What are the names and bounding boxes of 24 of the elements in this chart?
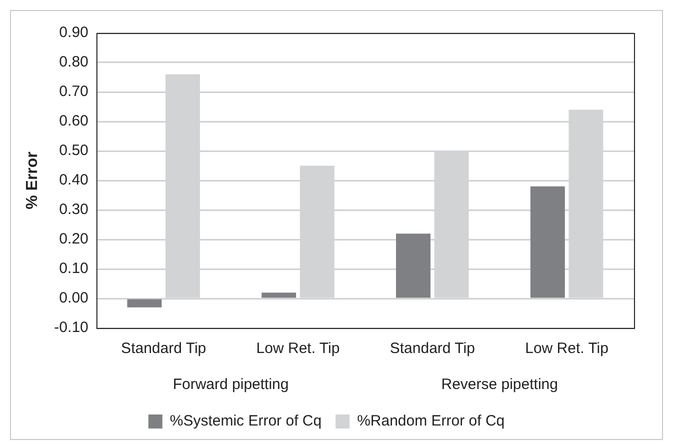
x-tick-label: Standard Tip (390, 340, 475, 358)
bar (262, 292, 296, 298)
y-tick-label: 0.60 (59, 112, 88, 130)
x-tick-label: Standard Tip (121, 340, 206, 358)
bar (396, 234, 430, 298)
y-tick-label: 0.20 (59, 230, 88, 248)
bar (127, 299, 162, 308)
y-tick-label: 0.00 (59, 290, 88, 307)
y-tick-label: 0.50 (59, 142, 88, 160)
legend-label: %Systemic Error of Cq (170, 412, 322, 430)
y-tick-label: 0.80 (59, 54, 88, 71)
legend-label: %Random Error of Cq (357, 412, 505, 430)
bar (530, 186, 565, 298)
y-tick-label: 0.90 (59, 24, 88, 42)
y-tick-label: 0.40 (59, 172, 88, 189)
y-axis-title: % Error (24, 152, 42, 210)
y-tick-label: 0.30 (59, 201, 88, 218)
y-tick-label: 0.10 (59, 260, 88, 278)
text: Reverse pipetting (441, 376, 558, 394)
y-tick-label: 0.70 (59, 83, 88, 100)
x-tick-label: Low Ret. Tip (525, 340, 608, 358)
x-tick-label: Low Ret. Tip (256, 340, 340, 358)
text: Forward pipetting (172, 376, 289, 394)
y-tick-label: -0.10 (54, 319, 88, 336)
